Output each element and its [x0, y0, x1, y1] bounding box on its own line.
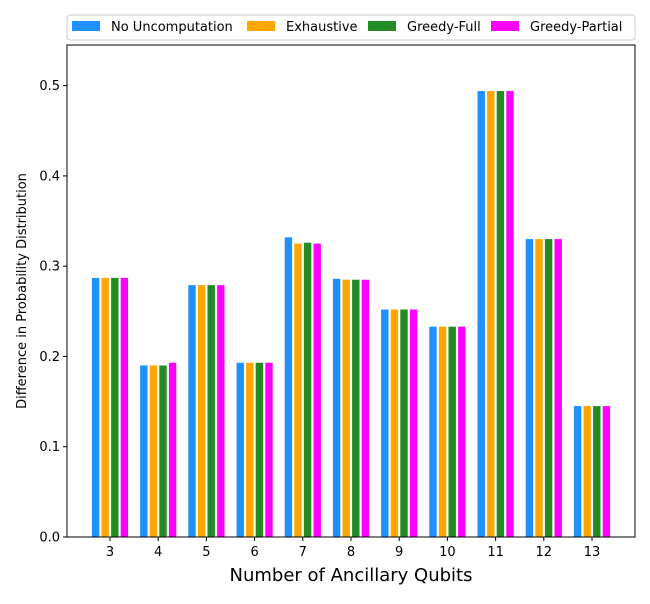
bar	[313, 243, 321, 538]
legend-label: Greedy-Partial	[530, 20, 622, 35]
bar	[149, 365, 158, 537]
x-tick-label: 13	[584, 545, 601, 560]
bar	[487, 91, 495, 537]
x-tick-label: 12	[536, 545, 553, 560]
bar	[159, 365, 167, 537]
x-tick-label: 8	[347, 545, 355, 560]
legend-label: Greedy-Full	[407, 20, 481, 35]
bar	[188, 285, 196, 537]
x-tick-label: 6	[250, 545, 258, 560]
y-tick-label: 0.1	[39, 440, 60, 455]
bar	[255, 362, 264, 537]
y-tick-label: 0.2	[39, 350, 60, 365]
bar	[506, 91, 514, 537]
bar	[400, 309, 408, 537]
x-tick-label: 11	[487, 545, 504, 560]
legend-swatch	[72, 21, 100, 31]
y-tick-label: 0.4	[39, 169, 60, 184]
legend-swatch	[491, 21, 519, 31]
bar	[361, 279, 370, 537]
bar	[294, 243, 302, 538]
bar	[409, 309, 418, 537]
x-tick-label: 5	[202, 545, 210, 560]
bar	[593, 406, 601, 537]
bar	[429, 326, 437, 537]
bar	[207, 285, 215, 537]
bar	[91, 277, 100, 537]
bar	[303, 242, 312, 537]
bar	[554, 239, 562, 537]
bar	[602, 406, 611, 537]
bar	[352, 279, 360, 537]
bar	[573, 406, 582, 537]
bar	[284, 237, 293, 538]
bar	[197, 285, 206, 537]
bar	[438, 326, 447, 537]
bar	[140, 365, 148, 537]
bars-group	[91, 91, 611, 538]
x-tick-label: 7	[299, 545, 307, 560]
bar	[120, 277, 129, 537]
bar	[458, 326, 466, 537]
bar	[332, 278, 341, 537]
legend-label: No Uncomputation	[111, 20, 233, 35]
bar	[101, 277, 109, 537]
bar	[448, 326, 456, 537]
legend: No Uncomputation Exhaustive Greedy-Full Gre…	[66, 14, 636, 41]
x-axis-label: Number of Ancillary Qubits	[230, 565, 473, 586]
plot-frame	[66, 44, 636, 538]
bar	[390, 309, 399, 537]
bar	[544, 239, 553, 537]
legend-swatch	[368, 21, 396, 31]
y-axis-label: Difference in Probability Distribution	[15, 173, 30, 409]
legend-swatch	[247, 21, 275, 31]
bar	[342, 279, 350, 537]
bar	[535, 239, 543, 537]
bar	[168, 362, 177, 537]
bar	[217, 285, 225, 537]
y-axis: 0.0 0.1 0.2 0.3 0.4 0.5	[39, 79, 67, 546]
x-tick-label: 3	[106, 545, 114, 560]
bar	[246, 362, 254, 537]
y-tick-label: 0.0	[39, 531, 60, 546]
x-tick-label: 10	[439, 545, 456, 560]
y-tick-label: 0.5	[39, 79, 60, 94]
legend-label: Exhaustive	[286, 20, 358, 35]
bar	[265, 362, 273, 537]
x-tick-label: 9	[395, 545, 403, 560]
bar	[583, 406, 591, 537]
y-tick-label: 0.3	[39, 260, 60, 275]
bar	[496, 91, 505, 537]
bar	[111, 277, 119, 537]
bar	[381, 309, 389, 537]
x-axis: 3 4 5 6 7 8 9 10 11 12 13	[106, 537, 600, 560]
bar	[525, 239, 534, 537]
bar	[477, 91, 485, 537]
bar	[236, 362, 244, 537]
x-tick-label: 4	[154, 545, 162, 560]
